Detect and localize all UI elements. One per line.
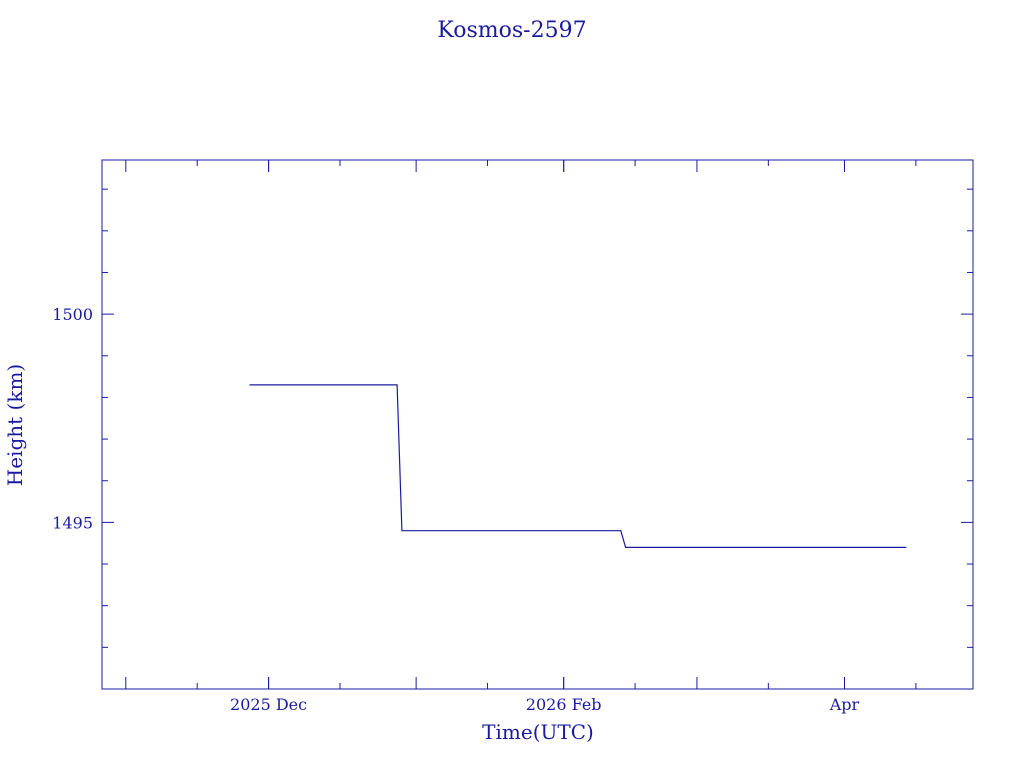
x-axis-label: Time(UTC) — [482, 720, 594, 744]
x-tick-label: Apr — [829, 695, 860, 714]
y-axis-label: Height (km) — [3, 364, 27, 486]
x-tick-label: 2026 Feb — [526, 695, 602, 714]
x-tick-label: 2025 Dec — [230, 695, 307, 714]
y-tick-label: 1500 — [52, 305, 93, 324]
y-tick-label: 1495 — [52, 513, 93, 532]
axis-ticks — [102, 160, 973, 690]
series-layer — [249, 384, 907, 549]
chart-title: Kosmos-2597 — [437, 18, 586, 43]
plot-frame — [101, 159, 974, 690]
height-series-line — [249, 384, 907, 549]
tick-labels: 2025 Dec 2026 Feb Apr 1495 1500 — [52, 305, 859, 714]
